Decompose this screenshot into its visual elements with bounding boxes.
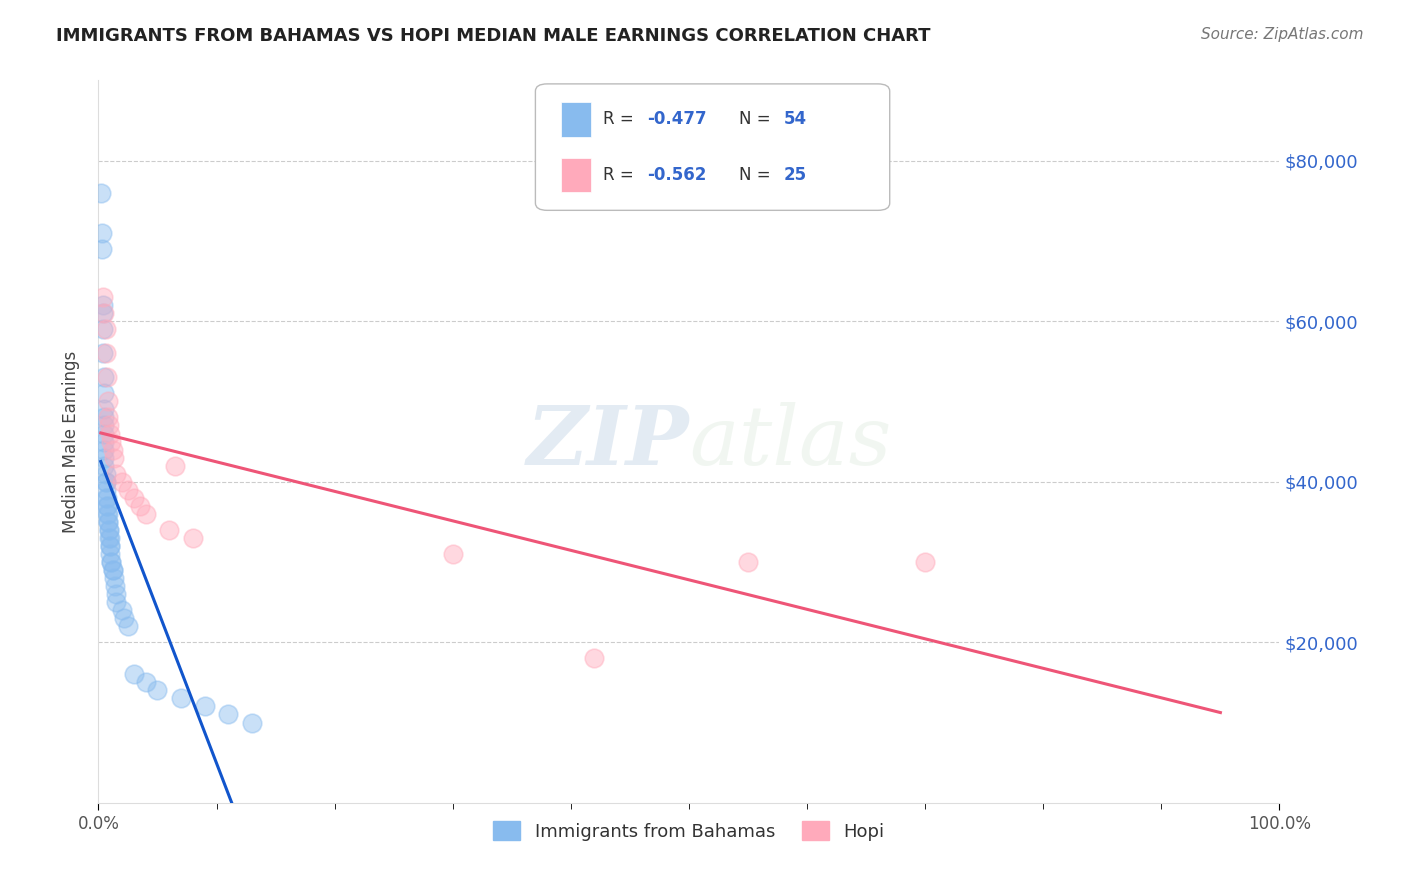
Text: ZIP: ZIP (526, 401, 689, 482)
Point (94, 483, 117, 497)
Point (100, 555, 122, 569)
Point (97, 507, 120, 521)
Point (98, 531, 121, 545)
Point (94, 475, 117, 489)
Text: -0.562: -0.562 (648, 166, 707, 184)
Point (98, 531, 121, 545)
Point (157, 523, 180, 537)
Point (93, 386, 115, 401)
Text: R =: R = (603, 166, 638, 184)
Point (93, 306, 115, 320)
Point (105, 595, 128, 609)
Point (101, 563, 124, 577)
Point (100, 555, 122, 569)
Point (103, 571, 125, 585)
Point (97, 410, 120, 425)
Point (97, 515, 120, 529)
Point (96, 499, 118, 513)
Text: N =: N = (738, 111, 776, 128)
Point (98, 426, 121, 441)
Point (111, 475, 134, 489)
Point (91, 306, 114, 320)
Text: -0.477: -0.477 (648, 111, 707, 128)
Point (91, 346, 114, 360)
Point (122, 667, 145, 681)
Point (217, 707, 239, 722)
Point (98, 523, 121, 537)
Point (96, 499, 118, 513)
Point (93, 426, 115, 441)
Point (94, 467, 117, 481)
Point (94, 346, 117, 360)
Point (101, 442, 124, 457)
Point (112, 611, 135, 625)
Point (98, 418, 121, 433)
Point (97, 394, 120, 409)
Point (96, 370, 118, 384)
FancyBboxPatch shape (536, 84, 890, 211)
Text: N =: N = (738, 166, 776, 184)
Point (146, 683, 169, 698)
Point (91, 290, 114, 304)
Point (441, 547, 464, 561)
Point (93, 370, 115, 384)
Point (96, 507, 118, 521)
Point (135, 507, 157, 521)
Point (93, 450, 115, 465)
Point (98, 539, 121, 553)
Point (93, 458, 115, 473)
Point (98, 547, 121, 561)
Point (90, 186, 112, 200)
Point (914, 555, 936, 569)
Point (91, 242, 114, 256)
Point (96, 491, 118, 505)
Point (93, 410, 115, 425)
Point (97, 515, 120, 529)
Text: IMMIGRANTS FROM BAHAMAS VS HOPI MEDIAN MALE EARNINGS CORRELATION CHART: IMMIGRANTS FROM BAHAMAS VS HOPI MEDIAN M… (56, 27, 931, 45)
Point (194, 699, 217, 714)
Text: Source: ZipAtlas.com: Source: ZipAtlas.com (1201, 27, 1364, 42)
Point (100, 434, 122, 449)
Text: atlas: atlas (689, 401, 891, 482)
Point (135, 675, 157, 690)
Legend: Immigrants from Bahamas, Hopi: Immigrants from Bahamas, Hopi (486, 814, 891, 848)
Point (91, 226, 114, 240)
Point (91, 322, 114, 336)
Point (170, 691, 193, 706)
Point (128, 499, 150, 513)
Text: 25: 25 (783, 166, 807, 184)
Point (117, 483, 139, 497)
Point (111, 603, 134, 617)
Point (103, 450, 125, 465)
Point (93, 418, 115, 433)
Point (93, 402, 115, 417)
Text: 54: 54 (783, 111, 807, 128)
Y-axis label: Median Male Earnings: Median Male Earnings (62, 351, 80, 533)
Point (240, 715, 263, 730)
Bar (561, 102, 591, 136)
Point (181, 531, 204, 545)
Point (104, 579, 127, 593)
Point (91, 298, 114, 312)
Point (94, 491, 117, 505)
Point (117, 619, 139, 633)
Point (94, 322, 117, 336)
Point (122, 491, 145, 505)
Point (165, 458, 187, 473)
Point (93, 434, 115, 449)
Point (98, 523, 121, 537)
Point (93, 442, 115, 457)
Point (101, 563, 124, 577)
Bar (561, 158, 591, 193)
Text: R =: R = (603, 111, 638, 128)
Point (583, 651, 606, 665)
Point (98, 539, 121, 553)
Point (94, 475, 117, 489)
Point (737, 555, 759, 569)
Point (105, 587, 128, 601)
Point (105, 467, 128, 481)
